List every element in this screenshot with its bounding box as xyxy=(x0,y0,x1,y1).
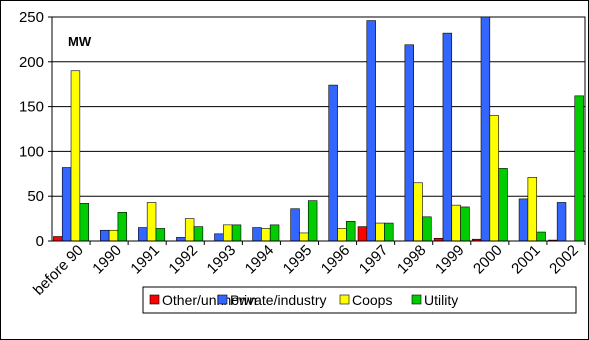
unit-label: MW xyxy=(68,34,92,49)
legend-label-coops: Coops xyxy=(352,292,392,308)
bar-utility-1998 xyxy=(422,216,432,242)
y-tick-label-200: 200 xyxy=(19,54,44,71)
legend-swatch-coops xyxy=(339,294,350,305)
bar-private-industry-2001 xyxy=(518,198,529,242)
bar-private-industry-1995 xyxy=(290,208,300,242)
bar-utility-1996 xyxy=(346,220,356,242)
bar-private-industry-2002 xyxy=(556,202,567,242)
bar-utility-1994 xyxy=(269,224,280,242)
bar-utility-1993 xyxy=(231,224,242,242)
bar-private-industry-1991 xyxy=(138,227,148,242)
bar-utility-2001 xyxy=(536,231,546,242)
bar-utility-1997 xyxy=(384,222,394,242)
legend-swatch-utility xyxy=(411,294,422,305)
bar-coops-1998 xyxy=(413,182,423,242)
bar-coops-1994 xyxy=(261,228,271,242)
bar-private-industry-1993 xyxy=(214,233,224,242)
y-tick-labels: 0 50 100 150 200 250 xyxy=(19,9,52,250)
bar-coops-1993 xyxy=(223,224,233,242)
bar-coops-1990 xyxy=(108,229,119,242)
bar-coops-1995 xyxy=(299,232,309,242)
bar-utility-before-90 xyxy=(79,203,89,242)
bar-other-unknown-before-90 xyxy=(53,236,63,242)
y-tick-label-250: 250 xyxy=(19,9,44,26)
bar-private-industry-1997 xyxy=(366,20,376,242)
bar-coops-2000 xyxy=(489,115,499,242)
bar-utility-1995 xyxy=(307,200,318,242)
bar-coops-1992 xyxy=(184,218,195,242)
bar-utility-1999 xyxy=(460,206,470,242)
bar-private-industry-1998 xyxy=(404,44,414,242)
bar-other-unknown-1997 xyxy=(357,226,368,242)
bar-private-industry-1999 xyxy=(442,32,453,242)
bar-utility-2000 xyxy=(498,168,508,242)
y-tick-label-0: 0 xyxy=(36,233,44,250)
bar-private-industry-1992 xyxy=(176,237,186,242)
bar-coops-1996 xyxy=(337,228,347,242)
bar-private-industry-1990 xyxy=(100,229,110,242)
bar-private-industry-2000 xyxy=(480,16,491,242)
bar-utility-1992 xyxy=(193,226,204,242)
bars xyxy=(53,16,584,242)
bar-private-industry-1996 xyxy=(328,84,338,242)
y-tick-label-150: 150 xyxy=(19,99,44,116)
bar-private-industry-before-90 xyxy=(61,167,72,242)
y-tick-label-100: 100 xyxy=(19,143,44,160)
bar-coops-1997 xyxy=(375,222,385,242)
legend-label-private-industry: Private/industry xyxy=(230,292,326,308)
legend-label-other-unknown: Other/unknown xyxy=(162,292,257,308)
legend-swatch-other-unknown xyxy=(149,294,160,305)
bar-coops-before-90 xyxy=(70,70,81,242)
grid-lines xyxy=(52,16,585,197)
bar-utility-2002 xyxy=(574,95,584,242)
bar-utility-1990 xyxy=(117,212,128,242)
bar-utility-1991 xyxy=(155,228,166,242)
bar-coops-2001 xyxy=(527,177,537,242)
legend-label-utility: Utility xyxy=(424,292,458,308)
legend-swatch-private-industry xyxy=(217,294,228,305)
legend-box xyxy=(142,286,577,314)
bar-coops-1991 xyxy=(146,202,157,242)
bar-coops-1999 xyxy=(451,204,461,242)
bar-private-industry-1994 xyxy=(252,227,262,242)
y-tick-label-50: 50 xyxy=(27,188,44,205)
